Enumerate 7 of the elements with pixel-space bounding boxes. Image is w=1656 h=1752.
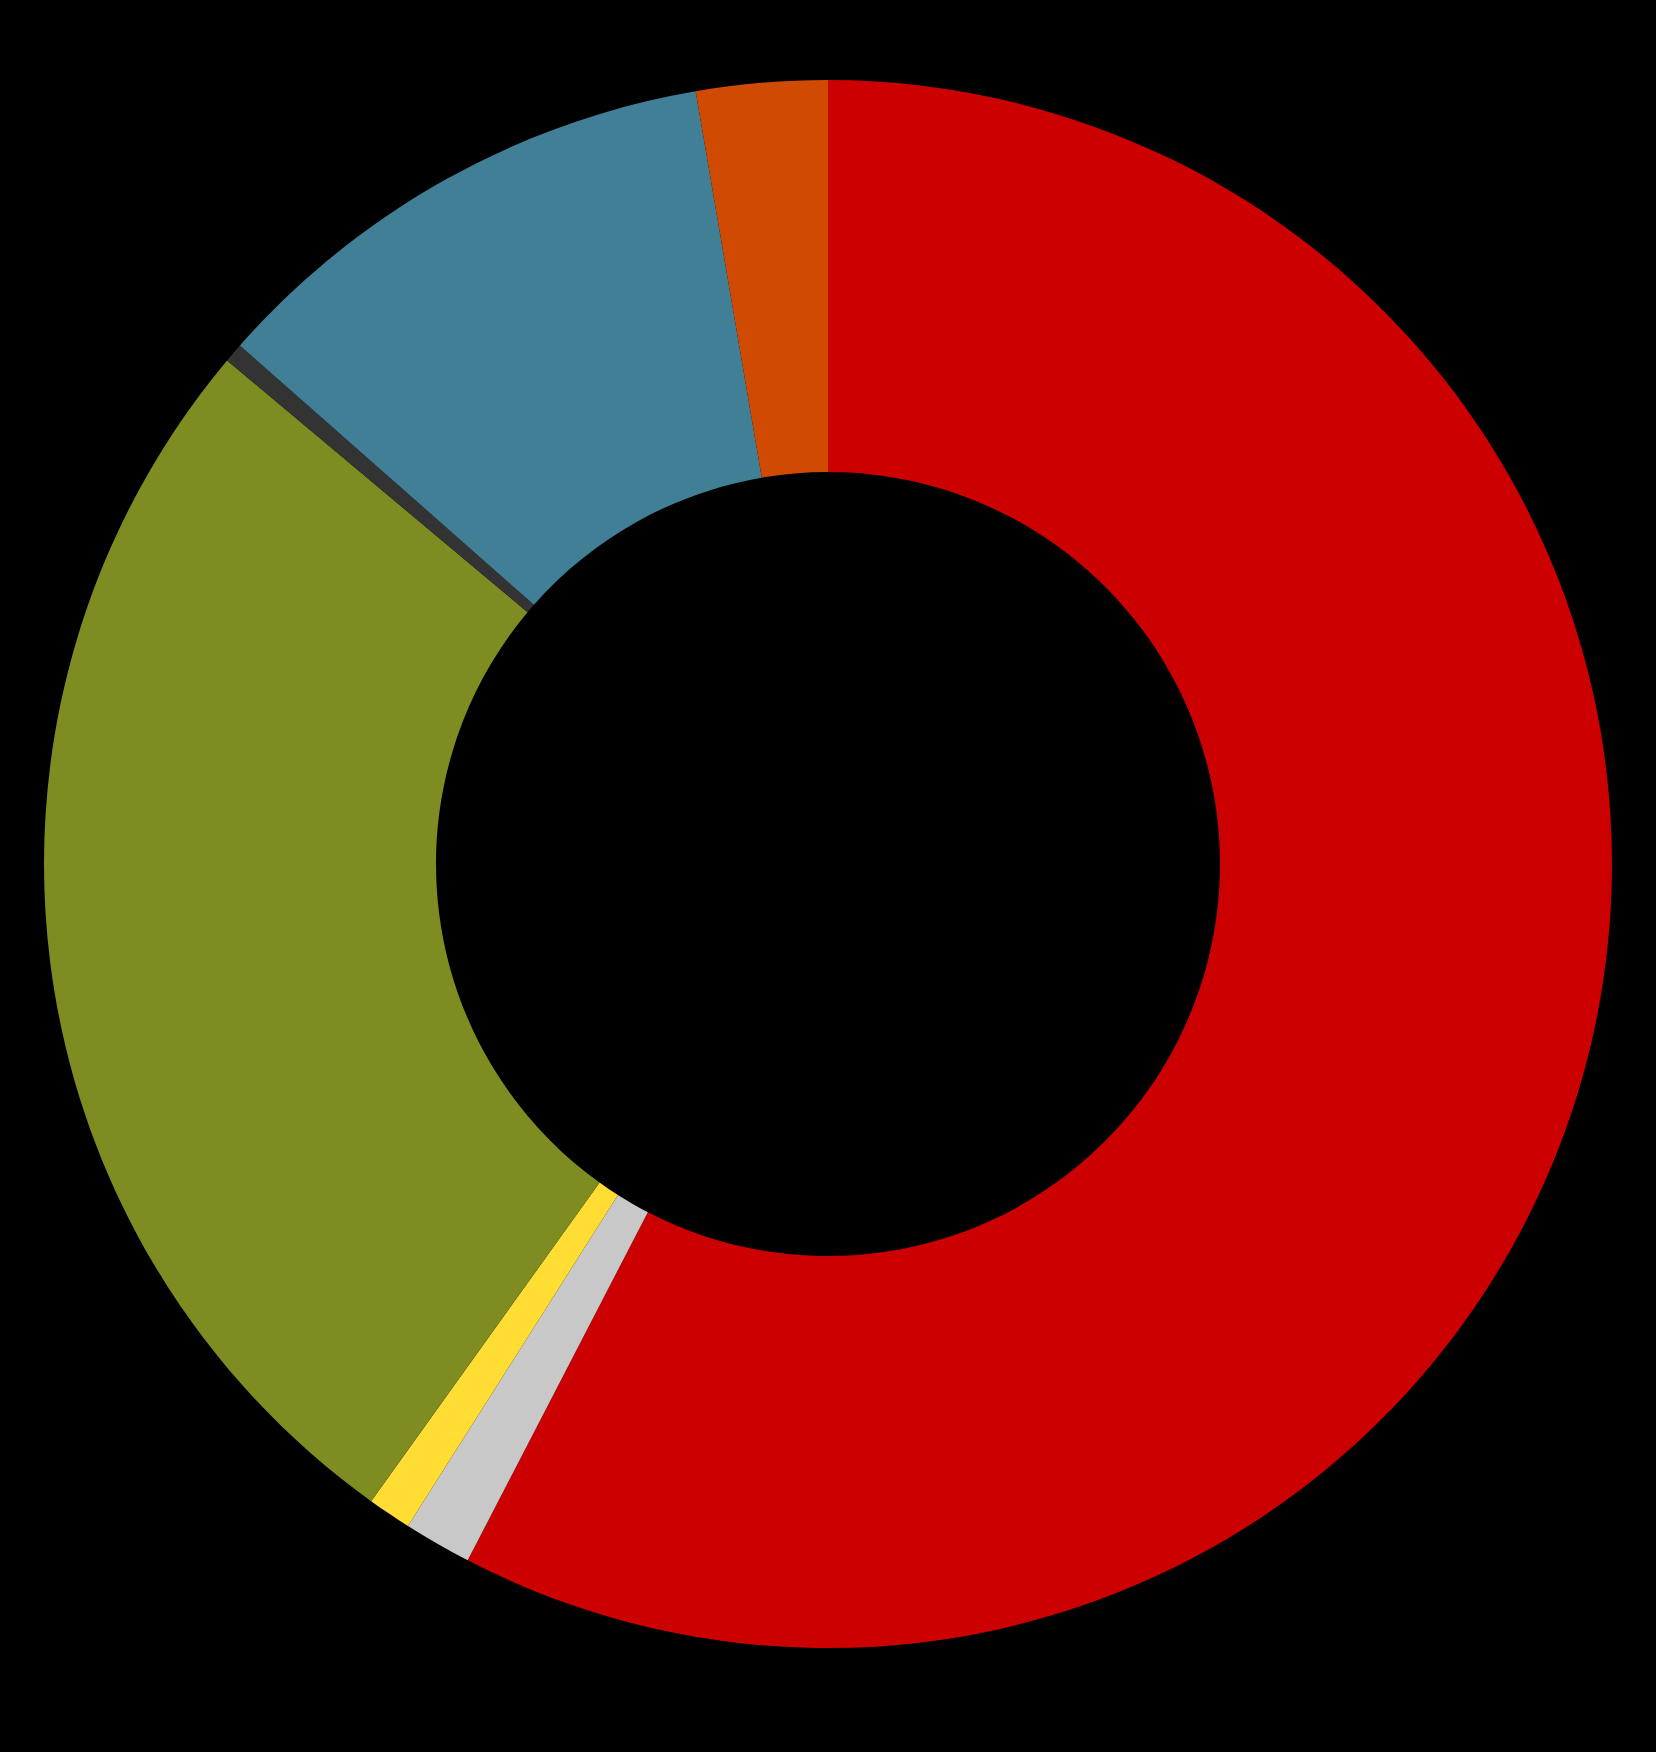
- donut-slice: [44, 360, 600, 1502]
- donut-slice: [407, 1194, 648, 1561]
- donut-slice: [227, 345, 534, 613]
- donut-slice: [695, 80, 828, 478]
- donut-slice: [239, 91, 762, 605]
- donut-slice: [371, 1182, 618, 1526]
- donut-slice: [467, 80, 1612, 1648]
